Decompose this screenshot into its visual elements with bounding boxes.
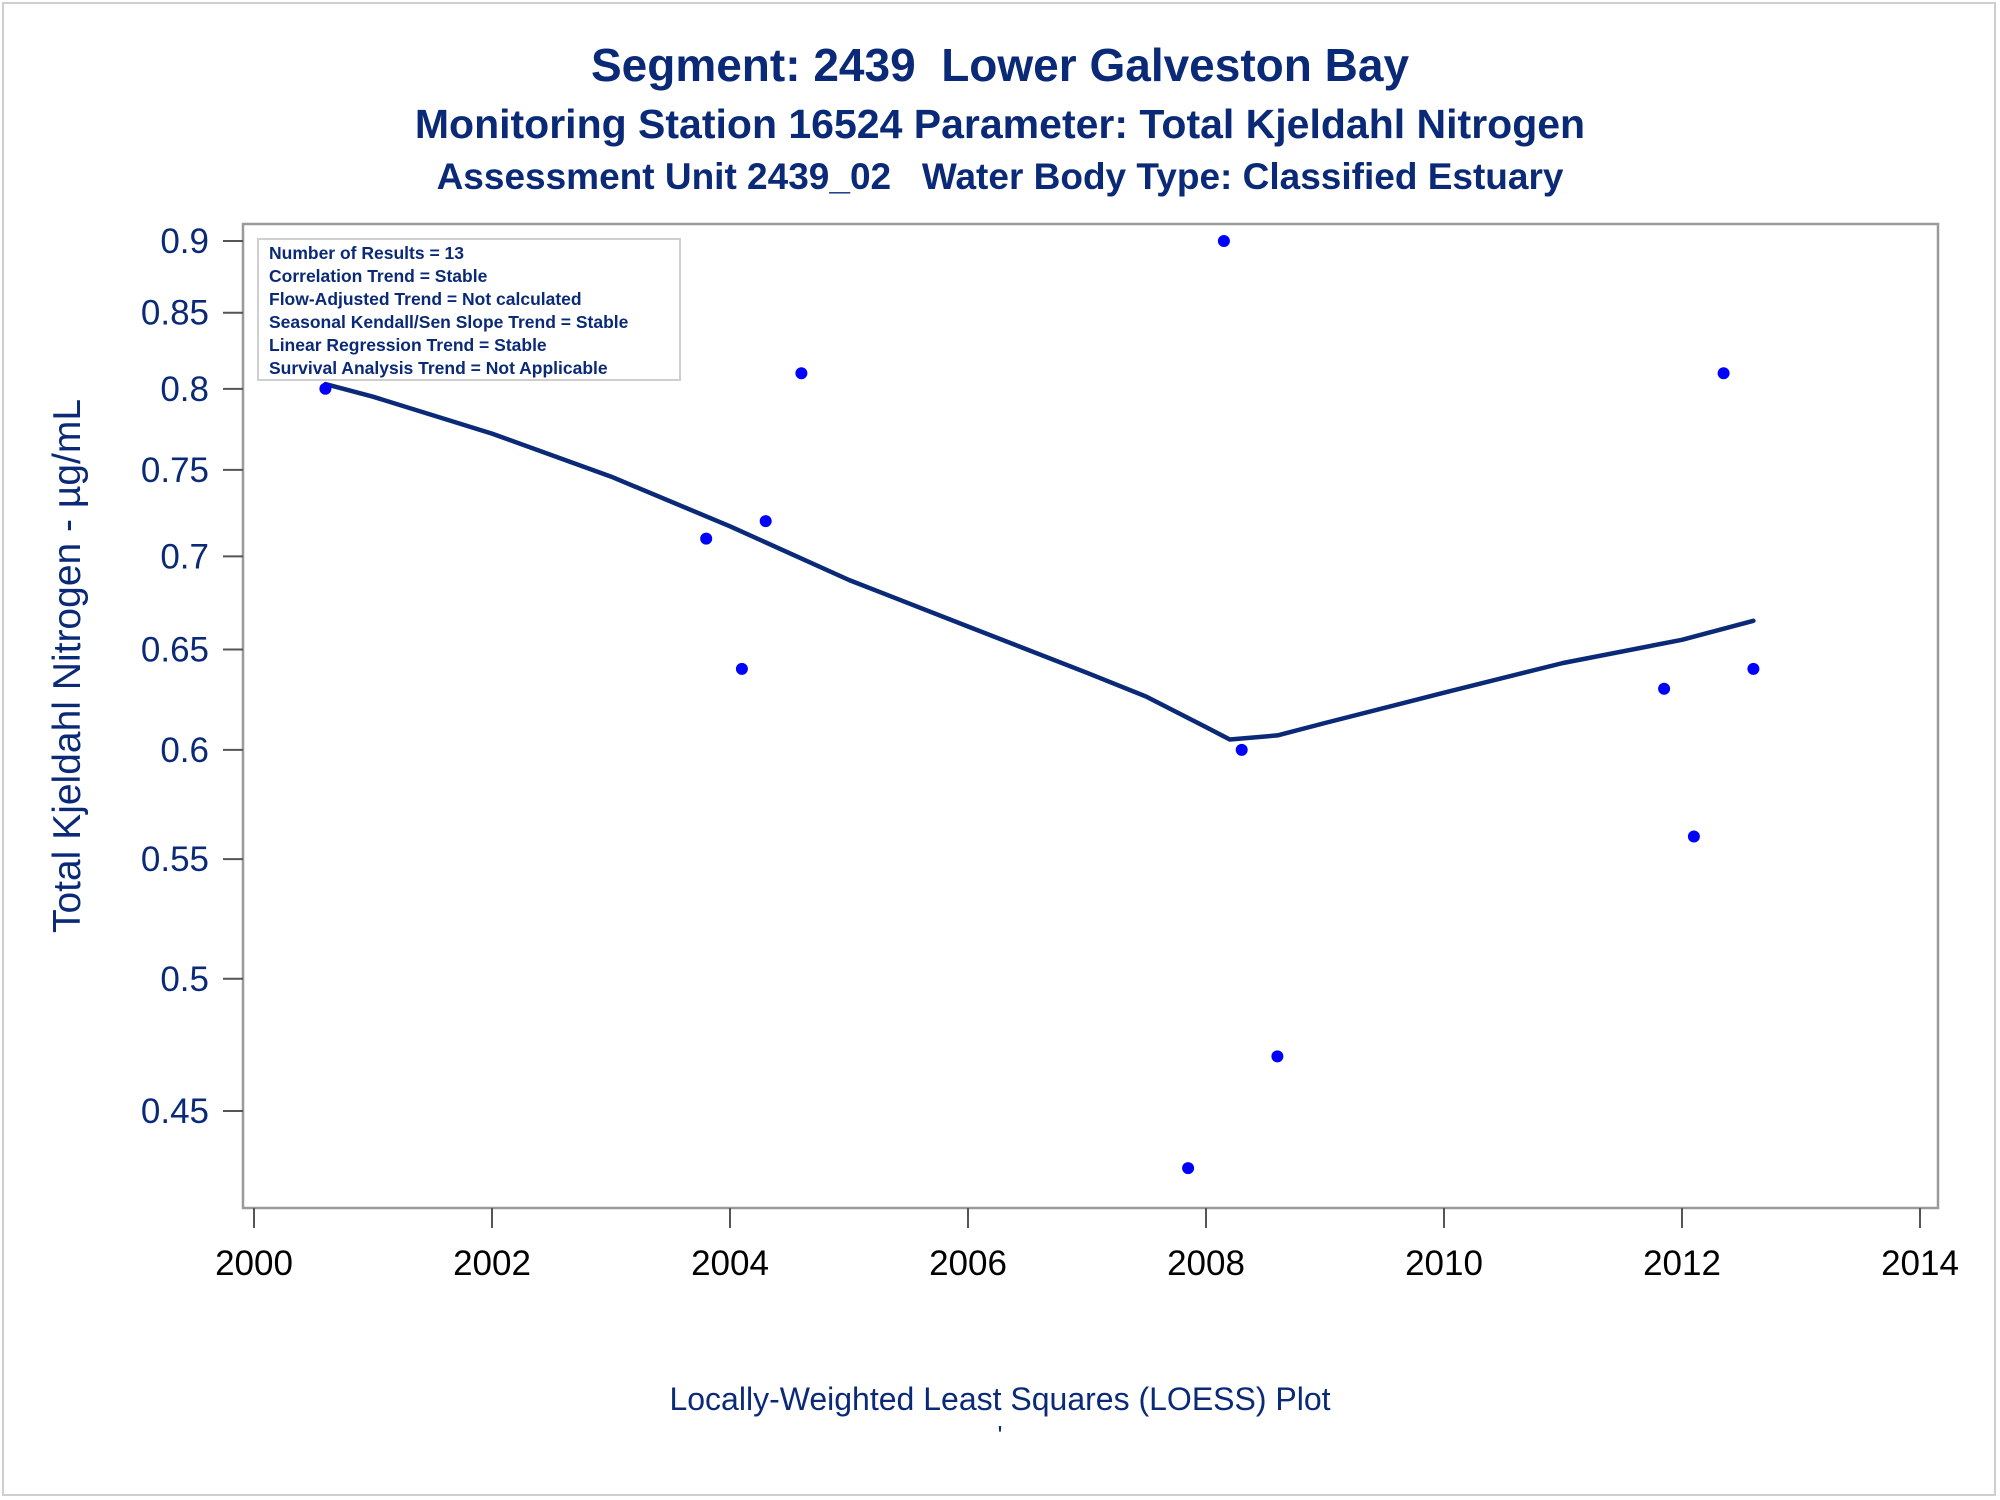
data-point [1217, 235, 1230, 247]
plot-area [241, 222, 1940, 1210]
data-point [795, 367, 808, 380]
x-tick-label: 2012 [1643, 1244, 1721, 1283]
x-tick-label: 2006 [929, 1244, 1007, 1283]
footnote: Locally-Weighted Least Squares (LOESS) P… [669, 1381, 1331, 1417]
data-point [759, 515, 772, 528]
data-point [1717, 367, 1730, 380]
stats-box-border [257, 238, 681, 381]
y-tick-label: 0.45 [141, 1092, 209, 1131]
data-point [319, 382, 332, 395]
chart-subtitle: Monitoring Station 16524 Parameter: Tota… [414, 101, 1586, 147]
stats-line: Seasonal Kendall/Sen Slope Trend = Stabl… [269, 312, 629, 332]
data-point [1687, 830, 1700, 843]
x-tick-label: 2000 [215, 1244, 293, 1283]
x-tick-label: 2002 [453, 1244, 531, 1283]
data-point [1658, 682, 1671, 695]
y-tick-label: 0.9 [160, 222, 209, 261]
stats-line: Number of Results = 13 [269, 243, 464, 263]
data-point [1182, 1162, 1195, 1175]
y-tick-label: 0.55 [141, 840, 209, 879]
stats-line: Correlation Trend = Stable [269, 266, 488, 286]
data-point [1747, 662, 1760, 675]
footnote-mark: ' [997, 1420, 1003, 1450]
y-tick-label: 0.65 [141, 630, 209, 669]
y-tick-label: 0.5 [160, 960, 209, 999]
y-axis: 0.45 0.5 0.55 0.6 0.65 0.7 0.75 0.8 0.85 0.9 [141, 222, 243, 1131]
y-tick-label: 0.75 [141, 451, 209, 490]
y-axis-title: Total Kjeldahl Nitrogen - µg/mL [46, 399, 89, 933]
stats-box: Number of Results = 13 Correlation Trend … [257, 238, 681, 381]
data-points [319, 235, 1760, 1175]
data-point [735, 662, 748, 675]
data-point [1235, 743, 1248, 756]
y-tick-label: 0.8 [160, 370, 209, 409]
y-tick-label: 0.7 [160, 537, 209, 576]
loess-curve [323, 381, 1756, 742]
x-tick-label: 2014 [1881, 1244, 1959, 1283]
x-tick-label: 2008 [1167, 1244, 1245, 1283]
data-point [700, 532, 713, 545]
chart-title: Segment: 2439 Lower Galveston Bay [590, 39, 1410, 91]
stats-line: Survival Analysis Trend = Not Applicable [269, 358, 608, 378]
data-point [1271, 1050, 1284, 1063]
y-tick-label: 0.85 [141, 294, 209, 333]
x-tick-label: 2004 [691, 1244, 769, 1283]
x-axis: 2000 2002 2004 2006 2008 2010 2012 2014 [215, 1208, 1959, 1283]
stats-line: Flow-Adjusted Trend = Not calculated [269, 289, 582, 309]
y-tick-label: 0.6 [160, 731, 209, 770]
stats-line: Linear Regression Trend = Stable [269, 335, 547, 355]
chart-subtitle-2: Assessment Unit 2439_02 Water Body Type:… [436, 156, 1564, 197]
x-tick-label: 2010 [1405, 1244, 1483, 1283]
